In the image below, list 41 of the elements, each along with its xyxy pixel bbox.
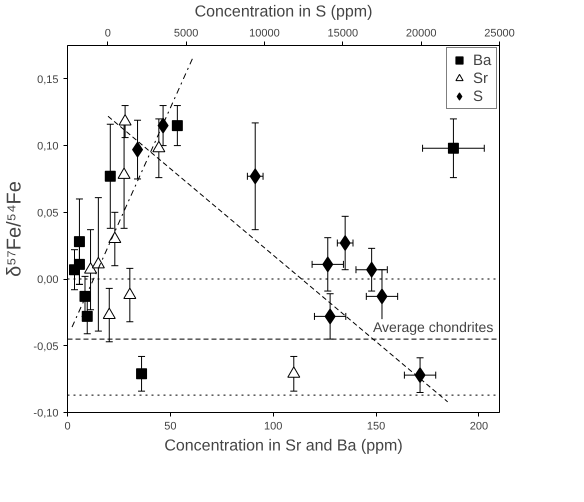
point [152,140,166,152]
x2-axis-title: Concentration in S (ppm) [194,4,372,20]
point [108,232,122,243]
point [102,308,116,320]
y-tick-label: -0,05 [33,340,59,353]
x-tick-label: 150 [366,420,386,432]
x-tick-label: 0 [64,420,71,432]
y-tick-label: 0,10 [37,140,59,153]
x2-tick-label: 5000 [174,28,198,40]
x-tick-label: 200 [470,420,488,432]
point [84,262,98,274]
y-axis-title: δ⁵⁷Fe/⁵⁴Fe [3,181,26,277]
x-tick-label: 100 [264,420,282,432]
point [92,256,105,268]
y-tick-label: -0,10 [33,408,59,420]
legend-label: S [473,87,484,105]
x-axis-title: Concentration in Sr and Ba (ppm) [164,438,403,454]
x2-tick-label: 20000 [406,28,436,40]
point [79,290,90,302]
y-tick-label: 0,00 [37,274,59,286]
point [104,170,116,182]
y-tick-label: 0,05 [37,207,59,220]
x2-tick-label: 25000 [484,28,515,40]
point [448,142,459,154]
point [136,368,148,380]
legend-label: Sr [473,69,489,87]
point [82,310,93,322]
x2-tick-label: 10000 [249,28,280,40]
point [74,258,85,270]
legend-label: Ba [473,51,492,69]
point [172,120,183,132]
ref-line-label: Average chondrites [372,319,494,336]
x2-tick-label: 15000 [328,28,358,40]
x2-tick-label: 0 [104,28,111,40]
point [118,114,132,126]
point [118,168,131,179]
point [123,288,136,300]
point [74,236,85,248]
x-tick-label: 50 [164,420,176,432]
point [287,366,300,378]
y-tick-label: 0,15 [37,74,59,86]
